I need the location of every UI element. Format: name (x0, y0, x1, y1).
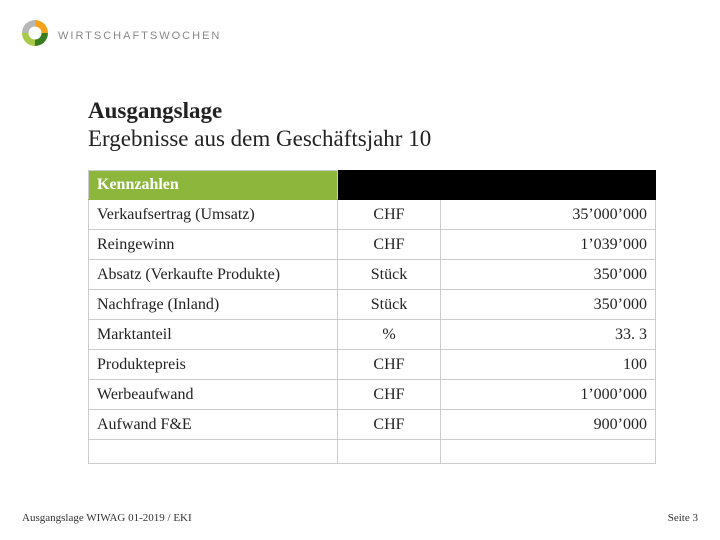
row-value: 350’000 (440, 290, 655, 320)
table-row: Absatz (Verkaufte Produkte) Stück 350’00… (89, 260, 656, 290)
table-row: Aufwand F&E CHF 900’000 (89, 410, 656, 440)
footer-left: Ausgangslage WIWAG 01-2019 / EKI (22, 512, 192, 524)
row-label: Nachfrage (Inland) (89, 290, 338, 320)
table-header-label: Kennzahlen (89, 171, 338, 200)
row-label: Reingewinn (89, 230, 338, 260)
table-row: Werbeaufwand CHF 1’000’000 (89, 380, 656, 410)
table-row: Produktepreis CHF 100 (89, 350, 656, 380)
row-value: 100 (440, 350, 655, 380)
row-unit: CHF (338, 410, 440, 440)
slide-title: Ausgangslage Ergebnisse aus dem Geschäft… (88, 98, 431, 152)
row-blank-cell (338, 440, 440, 464)
brand-logo-icon (20, 18, 50, 53)
row-unit: Stück (338, 290, 440, 320)
row-value: 1’000’000 (440, 380, 655, 410)
row-unit: CHF (338, 230, 440, 260)
row-unit: CHF (338, 380, 440, 410)
row-unit: CHF (338, 350, 440, 380)
row-unit: Stück (338, 260, 440, 290)
row-value: 900’000 (440, 410, 655, 440)
row-label: Produktepreis (89, 350, 338, 380)
kpi-table-element: Kennzahlen Verkaufsertrag (Umsatz) CHF 3… (88, 170, 656, 464)
row-label: Verkaufsertrag (Umsatz) (89, 200, 338, 230)
table-header-blank-2 (440, 171, 655, 200)
row-label: Marktanteil (89, 320, 338, 350)
table-row: Verkaufsertrag (Umsatz) CHF 35’000’000 (89, 200, 656, 230)
row-unit: CHF (338, 200, 440, 230)
row-blank-cell (89, 440, 338, 464)
row-blank-cell (440, 440, 655, 464)
table-header-row: Kennzahlen (89, 171, 656, 200)
table-row: Nachfrage (Inland) Stück 350’000 (89, 290, 656, 320)
row-unit: % (338, 320, 440, 350)
table-row: Reingewinn CHF 1’039’000 (89, 230, 656, 260)
footer-page-number: 3 (693, 512, 699, 524)
brand-header: WIRTSCHAFTSWOCHEN (20, 18, 221, 53)
title-line-2: Ergebnisse aus dem Geschäftsjahr 10 (88, 126, 431, 152)
title-line-1: Ausgangslage (88, 98, 431, 124)
row-value: 1’039’000 (440, 230, 655, 260)
footer-right: Seite 3 (668, 512, 698, 524)
row-label: Werbeaufwand (89, 380, 338, 410)
row-value: 33. 3 (440, 320, 655, 350)
row-value: 350’000 (440, 260, 655, 290)
table-row: Marktanteil % 33. 3 (89, 320, 656, 350)
kpi-table: Kennzahlen Verkaufsertrag (Umsatz) CHF 3… (88, 170, 656, 464)
footer-page-prefix: Seite (668, 512, 693, 524)
table-header-blank-1 (338, 171, 440, 200)
table-row-blank (89, 440, 656, 464)
brand-name: WIRTSCHAFTSWOCHEN (58, 30, 221, 42)
row-label: Absatz (Verkaufte Produkte) (89, 260, 338, 290)
row-label: Aufwand F&E (89, 410, 338, 440)
row-value: 35’000’000 (440, 200, 655, 230)
